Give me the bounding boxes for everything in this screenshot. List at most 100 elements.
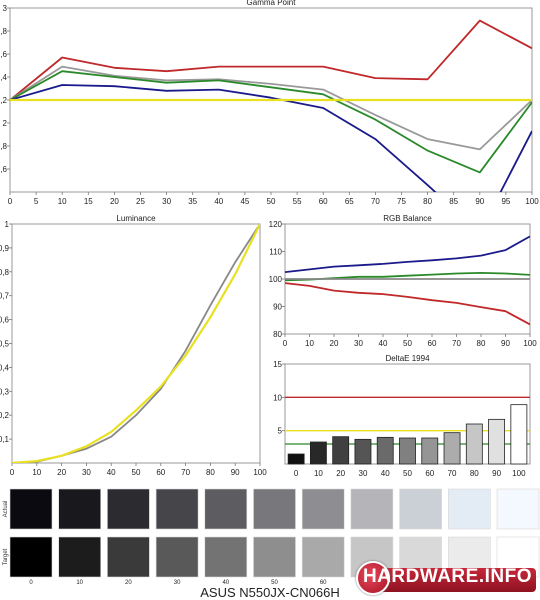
rgb-balance-series-line — [285, 282, 530, 326]
rgb-balance-xtick-label: 30 — [354, 339, 363, 348]
gamma-xtick-label: 10 — [58, 197, 67, 206]
deltae-bar — [421, 437, 439, 465]
deltae-bar — [399, 437, 416, 465]
luminance-ytick-label: 0,1 — [0, 435, 10, 444]
luminance-xtick-label: 30 — [82, 468, 91, 477]
gamma-xtick-label: 15 — [84, 197, 93, 206]
rgb-balance-ytick-label: 100 — [269, 275, 283, 284]
luminance-ytick-label: 0,3 — [0, 387, 10, 396]
swatch-actual — [350, 488, 394, 530]
deltae-bar — [287, 453, 305, 465]
watermark-text: HARDWARE.INFO — [362, 566, 532, 587]
swatch-actual — [253, 488, 296, 530]
luminance-ytick-label: 0,6 — [0, 316, 10, 325]
rgb-balance-xtick-label: 90 — [501, 339, 510, 348]
gamma-ytick-label: 3 — [3, 4, 8, 13]
swatch-label: 30 — [174, 580, 181, 586]
gamma-xtick-label: 85 — [449, 197, 458, 206]
gamma-xtick-label: 70 — [371, 197, 380, 206]
luminance-xtick-label: 100 — [253, 468, 267, 477]
gamma-xtick-label: 75 — [397, 197, 406, 206]
swatch-actual — [399, 488, 442, 530]
deltae-bar — [376, 436, 394, 465]
deltae-xtick-label: 40 — [381, 469, 390, 478]
rgb-balance-ytick-label: 120 — [269, 220, 283, 229]
gamma-xtick-label: 65 — [345, 197, 354, 206]
deltae-bar — [309, 441, 327, 465]
gamma-xtick-label: 100 — [525, 197, 539, 206]
deltae-bar — [332, 436, 350, 465]
deltae-xtick-label: 50 — [403, 469, 412, 478]
deltae-xtick-label: 0 — [294, 469, 299, 478]
gamma-xtick-label: 50 — [267, 197, 276, 206]
swatch-actual — [204, 488, 248, 530]
luminance-xtick-label: 20 — [57, 468, 66, 477]
watermark-banner — [376, 568, 536, 592]
swatch-row-label: Target — [3, 548, 9, 565]
swatch-target — [107, 536, 150, 578]
gamma-ytick-label: 1,6 — [0, 165, 8, 174]
swatch-actual — [447, 488, 491, 530]
caption: ASUS N550JX-CN066H — [200, 585, 339, 600]
swatch-actual — [9, 488, 53, 530]
deltae-bar — [510, 404, 528, 465]
swatch-actual — [496, 488, 540, 530]
luminance-xtick-label: 10 — [32, 468, 41, 477]
gamma-xtick-label: 40 — [214, 197, 223, 206]
swatch-label: 10 — [76, 580, 83, 586]
luminance-ytick-label: 0,9 — [0, 244, 10, 253]
gamma-title: Gamma Point — [247, 0, 297, 7]
gamma-xtick-label: 45 — [240, 197, 249, 206]
deltae-xtick-label: 100 — [512, 469, 526, 478]
swatch-label: 60 — [320, 580, 327, 586]
luminance-ytick-label: 0,4 — [0, 363, 10, 372]
gamma-series-line — [10, 19, 532, 101]
swatch-target — [204, 536, 248, 578]
luminance-xtick-label: 90 — [231, 468, 240, 477]
swatch-target — [301, 536, 345, 578]
gamma-xtick-label: 60 — [319, 197, 328, 206]
swatch-label: 40 — [222, 580, 229, 586]
deltae-xtick-label: 60 — [425, 469, 434, 478]
luminance-ytick-label: 0,7 — [0, 292, 10, 301]
deltae-bar — [465, 423, 483, 465]
swatch-actual — [155, 488, 199, 530]
gamma-ytick-label: 1,8 — [0, 142, 8, 151]
deltae-bar — [488, 418, 506, 465]
luminance-xtick-label: 70 — [181, 468, 190, 477]
luminance-xtick-label: 50 — [132, 468, 141, 477]
luminance-xtick-label: 0 — [10, 468, 15, 477]
rgb-balance-xtick-label: 100 — [523, 339, 537, 348]
gamma-xtick-label: 25 — [136, 197, 145, 206]
swatch-target — [9, 536, 53, 578]
swatch-target — [58, 536, 102, 578]
gamma-ytick-label: 2,2 — [0, 96, 8, 105]
luminance-ytick-label: 0,8 — [0, 268, 10, 277]
swatch-target — [253, 536, 296, 578]
swatch-label: 0 — [29, 580, 33, 586]
luminance-xtick-label: 60 — [156, 468, 165, 477]
gamma-ytick-label: 2,8 — [0, 27, 8, 36]
luminance-series-line — [12, 224, 260, 463]
watermark-logo-icon — [356, 561, 390, 595]
rgb-balance-ytick-label: 80 — [273, 330, 282, 339]
gamma-xtick-label: 0 — [8, 197, 13, 206]
rgb-balance-ytick-label: 110 — [269, 248, 282, 257]
gamma-xtick-label: 90 — [475, 197, 484, 206]
deltae-ytick-label: 10 — [273, 393, 282, 402]
swatch-target — [155, 536, 199, 578]
luminance-ytick-label: 0,2 — [0, 411, 10, 420]
gamma-series-line — [10, 70, 532, 174]
luminance-ytick-label: 0,5 — [0, 340, 10, 349]
gamma-xtick-label: 20 — [110, 197, 119, 206]
rgb-balance-title: RGB Balance — [383, 214, 432, 223]
gamma-xtick-label: 80 — [423, 197, 432, 206]
deltae-ytick-label: 15 — [273, 360, 282, 369]
luminance-frame — [11, 223, 261, 464]
rgb-balance-xtick-label: 40 — [379, 339, 388, 348]
gamma-ytick-label: 2,6 — [0, 50, 8, 59]
rgb-balance-ytick-label: 90 — [273, 303, 282, 312]
swatch-actual — [301, 488, 345, 530]
gamma-xtick-label: 55 — [293, 197, 302, 206]
